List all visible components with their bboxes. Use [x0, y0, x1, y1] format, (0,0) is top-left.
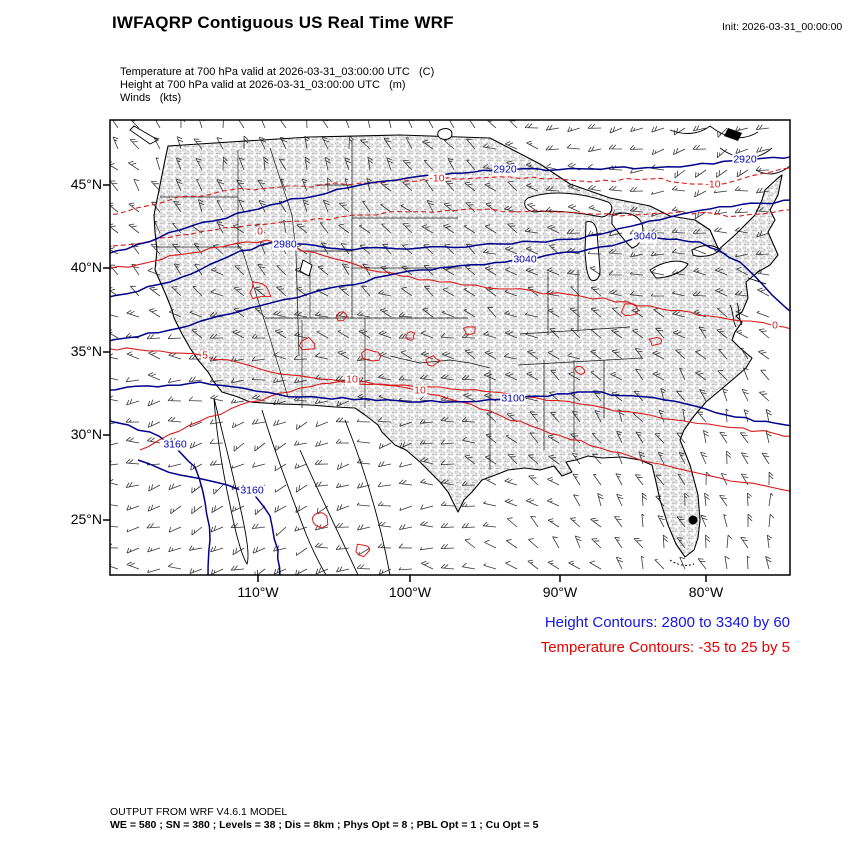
- init-time-label: Init: 2026-03-31_00:00:00: [722, 21, 843, 33]
- lat-tick-25n: 25°N: [70, 511, 102, 527]
- axis-ticks: [103, 184, 707, 582]
- temperature-contours: [110, 167, 790, 558]
- lon-tick-80w: 80°W: [688, 584, 724, 600]
- florida-keys: [669, 559, 695, 566]
- lon-tick-110w: 110°W: [237, 584, 279, 600]
- map-plot-area: 2920 2920 2980 3040 3040 3100 3160 3160 -10 -10 0 0…: [103, 119, 791, 582]
- us-landmass: [153, 134, 783, 558]
- lake-of-the-woods: [437, 128, 453, 140]
- lake-okeechobee: [688, 515, 698, 525]
- caption-winds: Winds (kts): [120, 92, 182, 104]
- lat-tick-35n: 35°N: [70, 343, 102, 359]
- temperature-contour-legend: Temperature Contours: -35 to 25 by 5: [540, 639, 790, 656]
- lon-tick-100w: 100°W: [388, 584, 432, 600]
- maritime-island: [724, 128, 742, 141]
- lon-tick-90w: 90°W: [542, 584, 578, 600]
- caption-temperature: Temperature at 700 hPa valid at 2026-03-…: [120, 66, 435, 78]
- mexico-coastline: [213, 397, 391, 575]
- contour-map-canvas: [103, 119, 791, 582]
- page-title: IWFAQRP Contiguous US Real Time WRF: [112, 13, 454, 32]
- height-contours: [110, 156, 790, 575]
- model-output-line: OUTPUT FROM WRF V4.6.1 MODEL: [110, 806, 288, 818]
- lat-tick-30n: 30°N: [70, 426, 102, 442]
- wind-barbs: [110, 120, 775, 575]
- map-frame: [109, 119, 791, 576]
- lat-tick-45n: 45°N: [70, 176, 102, 192]
- great-salt-lake: [299, 259, 313, 277]
- lat-tick-40n: 40°N: [70, 259, 102, 275]
- model-config-line: WE = 580 ; SN = 380 ; Levels = 38 ; Dis …: [110, 819, 539, 831]
- height-contour-legend: Height Contours: 2800 to 3340 by 60: [544, 614, 790, 631]
- caption-height: Height at 700 hPa valid at 2026-03-31_03…: [120, 79, 406, 91]
